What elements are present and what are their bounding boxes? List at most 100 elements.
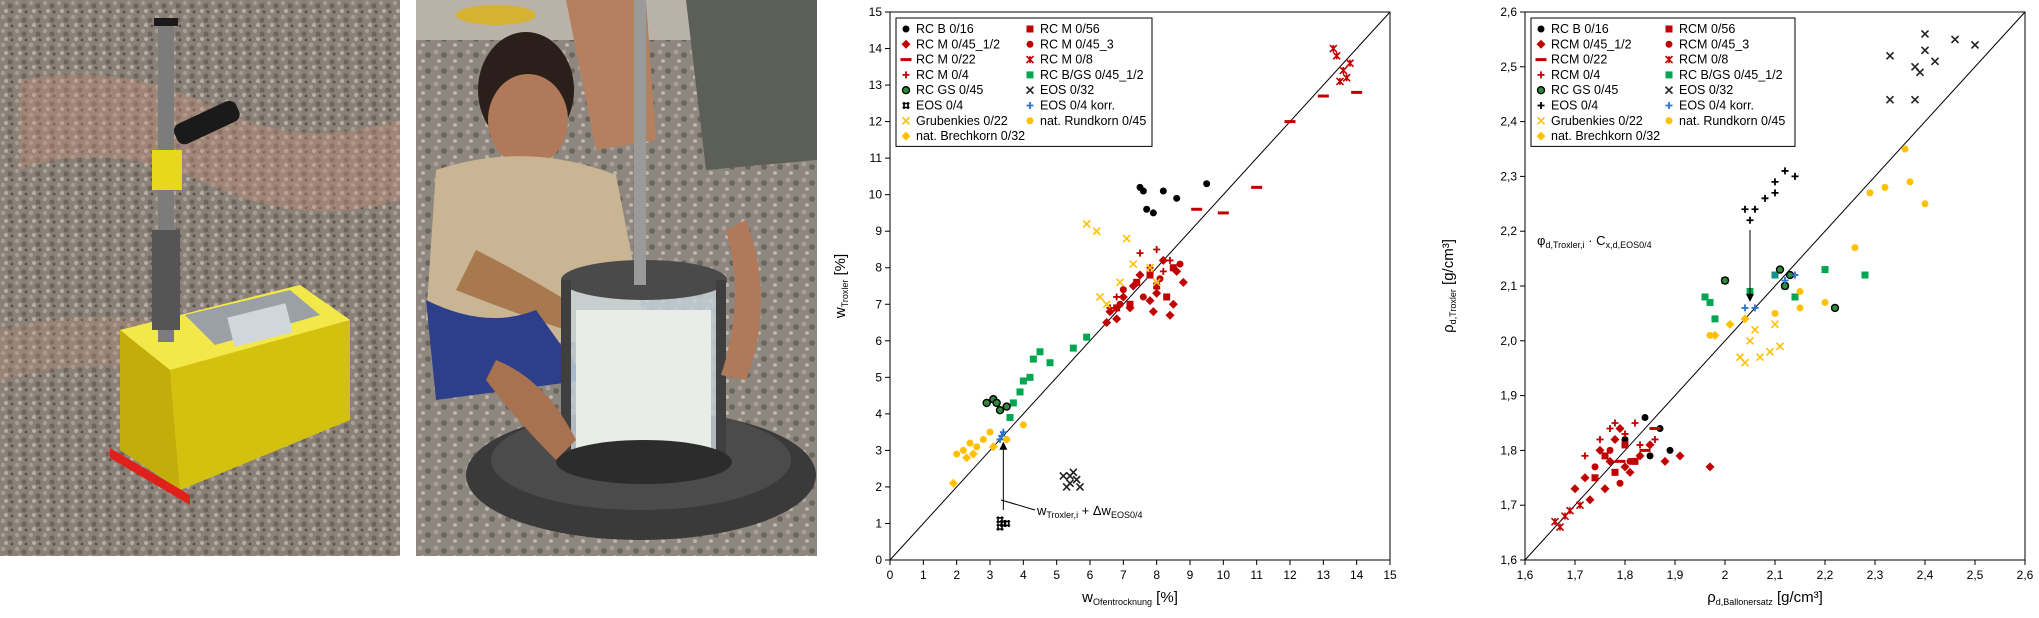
data-point <box>1029 355 1037 363</box>
legend-entry-nat-brechkorn-0-32: nat. Brechkorn 0/32 <box>916 129 1025 143</box>
photo-troxler-gauge <box>0 0 400 556</box>
y-tick-label: 2 <box>875 480 882 494</box>
data-point <box>1329 44 1338 53</box>
legend-marker <box>1536 131 1546 141</box>
data-point <box>1639 448 1651 452</box>
data-point <box>996 516 1004 524</box>
data-point <box>1159 187 1167 195</box>
data-point <box>962 453 972 463</box>
legend-entry-eos-0-4-korr: EOS 0/4 korr. <box>1040 99 1115 113</box>
data-point <box>1026 373 1034 381</box>
x-tick-label: 1,8 <box>1617 568 1634 582</box>
data-point <box>1116 300 1124 308</box>
data-point <box>1636 441 1644 449</box>
series-nat-rundkorn-0-45 <box>953 421 1027 458</box>
series-rcm-0-4 <box>1581 419 1659 460</box>
data-point <box>1173 194 1181 202</box>
data-point <box>959 446 967 454</box>
data-point <box>1600 484 1610 494</box>
data-point <box>1781 167 1789 175</box>
x-tick-label: 9 <box>1187 568 1194 582</box>
data-point <box>1601 452 1609 460</box>
legend-marker <box>1665 40 1673 48</box>
legend-entry-rc-b-0-16: RC B 0/16 <box>916 22 974 36</box>
data-point <box>1701 293 1709 301</box>
data-point <box>1135 270 1145 280</box>
annotation-label: φd,Troxler,i · Cx,d,EOS0/4 <box>1537 233 1652 250</box>
x-tick-label: 1 <box>920 568 927 582</box>
data-point <box>1781 277 1789 285</box>
data-point <box>1105 307 1115 317</box>
data-point <box>1740 358 1750 367</box>
chart-dry-density: 1,6 1,7 1,8 1,9 2 2,1 2,2 2,3 2,4 2,5 2,6 1,6 1,7 1,8… <box>1440 5 2034 607</box>
data-point <box>1332 51 1341 60</box>
data-point <box>1006 414 1014 422</box>
series-rc-m-0-8 <box>1329 44 1355 86</box>
data-point <box>1581 452 1589 460</box>
data-point <box>1666 446 1674 454</box>
data-point <box>1168 299 1178 309</box>
data-point <box>1920 29 1930 38</box>
data-point <box>1128 281 1138 291</box>
series-eos-0-4-korr <box>1741 271 1799 312</box>
data-point <box>1741 304 1749 312</box>
y-axis-label: wTroxler [%] <box>832 254 850 319</box>
legend-entry-rc-b-gs-0-45-1-2: RC B/GS 0/45_1/2 <box>1040 68 1144 82</box>
y-tick-label: 1,8 <box>1500 443 1517 457</box>
data-point <box>1345 59 1355 68</box>
legend-marker <box>1665 117 1673 125</box>
y-tick-label: 6 <box>875 334 882 348</box>
legend-marker <box>1536 85 1546 95</box>
data-point <box>1751 304 1759 312</box>
legend-entry-rc-m-0-56: RC M 0/56 <box>1040 22 1100 36</box>
legend-marker <box>1665 102 1673 109</box>
legend-marker <box>1026 102 1034 109</box>
data-point <box>1062 482 1071 491</box>
legend-entry-eos-0-32: EOS 0/32 <box>1679 83 1733 97</box>
legend-entry-rc-m-0-8: RC M 0/8 <box>1040 53 1093 67</box>
data-point <box>1616 479 1624 487</box>
data-point <box>1339 66 1348 75</box>
legend-entry-rc-m-0-45-1-2: RC M 0/45_1/2 <box>916 37 1000 51</box>
data-point <box>1796 304 1804 312</box>
data-point <box>1610 434 1620 444</box>
y-tick-label: 0 <box>875 553 882 567</box>
legend-marker <box>1536 39 1546 49</box>
data-point <box>1930 57 1940 66</box>
data-point <box>1646 452 1654 460</box>
x-tick-label: 7 <box>1120 568 1127 582</box>
data-point <box>1145 296 1155 306</box>
data-point <box>1095 292 1105 302</box>
y-tick-label: 7 <box>875 297 882 311</box>
data-point <box>1102 300 1111 309</box>
data-point <box>1649 426 1661 430</box>
data-point <box>1770 320 1780 329</box>
series-rc-m-0-22 <box>1191 90 1363 215</box>
data-point <box>1606 446 1614 454</box>
data-point <box>1113 304 1121 312</box>
data-point <box>1771 309 1779 317</box>
series-rc-gs-0-45 <box>1720 265 1840 313</box>
data-point <box>986 428 994 436</box>
data-point <box>995 406 1005 415</box>
data-point <box>1705 462 1715 472</box>
x-tick-label: 4 <box>1020 568 1027 582</box>
annotation-label: wTroxler,i + ΔwEOS0/4 <box>1036 503 1142 520</box>
y-tick-label: 1,7 <box>1500 498 1517 512</box>
x-tick-label: 8 <box>1153 568 1160 582</box>
legend-marker <box>1664 86 1674 95</box>
legend-marker <box>1536 116 1546 125</box>
x-tick-label: 14 <box>1350 568 1364 582</box>
reference-line <box>889 11 1391 561</box>
chart-water-content: 0 1 2 3 4 5 6 7 8 9 10 11 12 13 14 15012345678910111213… <box>832 5 1397 607</box>
annotation: φd,Troxler,i · Cx,d,EOS0/4 <box>1537 230 1754 302</box>
data-point <box>1706 331 1714 339</box>
data-point <box>1765 347 1775 356</box>
data-point <box>1166 256 1174 264</box>
series-rcm-0-8 <box>1550 501 1585 532</box>
data-point <box>996 435 1004 443</box>
series-rc-b-gs-0-45-1-2 <box>1006 333 1091 422</box>
x-tick-label: 2,2 <box>1817 568 1834 582</box>
data-point <box>1118 292 1128 302</box>
x-tick-label: 2 <box>1722 568 1729 582</box>
